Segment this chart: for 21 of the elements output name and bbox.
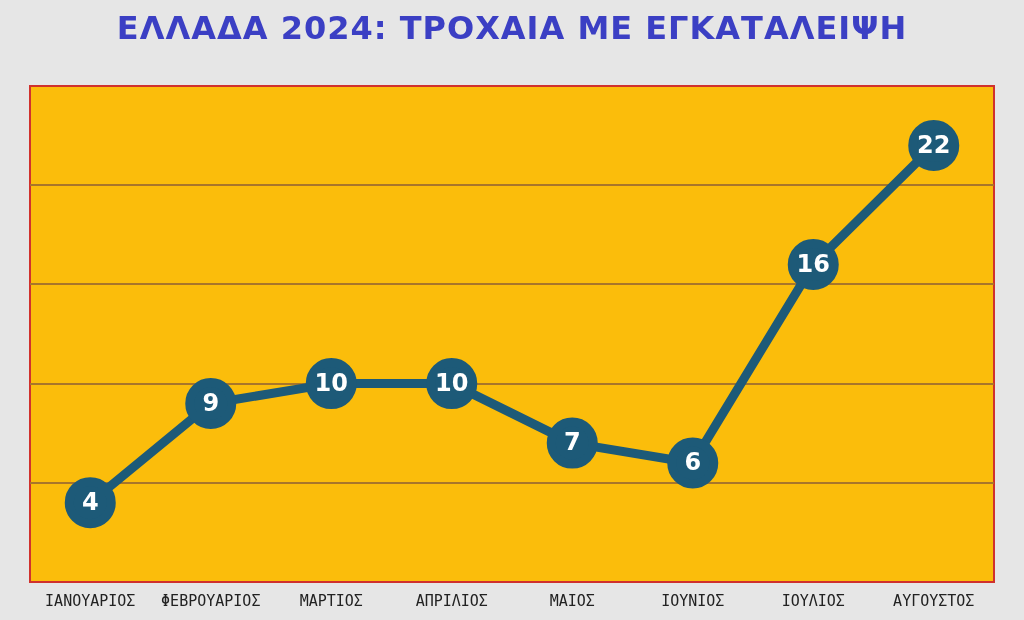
- point: [185, 377, 237, 429]
- x-tick-label: ΑΠΡΙΛΙΟΣ: [415, 591, 488, 610]
- data-label: 6: [684, 448, 702, 477]
- point: [64, 477, 116, 529]
- data-label: 22: [917, 130, 951, 159]
- x-tick-label: ΜΑΡΤΙΟΣ: [299, 591, 363, 610]
- x-tick-label: ΙΟΥΝΙΟΣ: [661, 591, 725, 610]
- data-label: 10: [435, 368, 469, 397]
- data-label: 10: [314, 368, 348, 397]
- data-label: 7: [563, 428, 581, 457]
- x-tick-label: ΙΟΥΛΙΟΣ: [781, 591, 845, 610]
- data-label: 4: [81, 487, 99, 516]
- x-tick-label: ΜΑΙΟΣ: [549, 591, 595, 610]
- x-tick-label: ΦΕΒΡΟΥΑΡΙΟΣ: [161, 591, 261, 610]
- data-label: 9: [202, 388, 220, 417]
- x-tick-label: ΙΑΝΟΥΑΡΙΟΣ: [45, 591, 136, 610]
- chart-title: ΕΛΛΑΔΑ 2024: ΤΡΟΧΑΙΑ ΜΕ ΕΓΚΑΤΑΛΕΙΨΗ: [115, 8, 909, 49]
- x-tick-label: ΑΥΓΟΥΣΤΟΣ: [893, 591, 975, 610]
- data-label: 16: [796, 249, 830, 278]
- point: [546, 417, 598, 469]
- point: [667, 437, 719, 489]
